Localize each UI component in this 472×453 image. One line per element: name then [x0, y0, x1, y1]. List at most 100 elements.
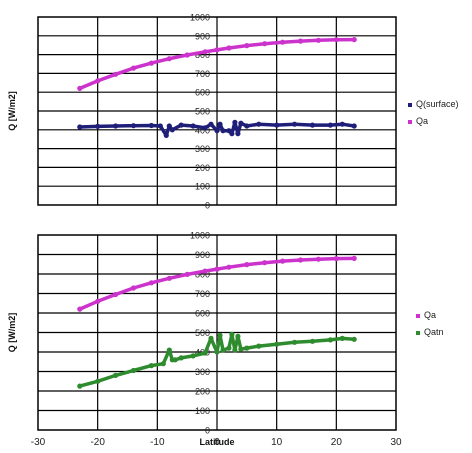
data-point: [113, 123, 119, 129]
data-point: [232, 347, 238, 353]
data-point: [229, 331, 235, 337]
data-point: [217, 121, 223, 127]
data-point: [232, 119, 238, 125]
y-axis-label: Q [W/m2]: [7, 91, 17, 131]
data-point: [130, 367, 137, 374]
data-point: [238, 120, 244, 126]
data-point: [262, 41, 268, 47]
x-tick-label: -30: [31, 437, 46, 448]
data-point: [229, 131, 235, 137]
x-tick-label: -20: [90, 437, 105, 448]
data-point: [202, 125, 208, 131]
data-point: [178, 122, 184, 128]
data-point: [148, 280, 154, 286]
data-point: [297, 257, 304, 263]
data-point: [148, 122, 154, 129]
data-point: [214, 266, 220, 272]
data-point: [351, 123, 357, 129]
data-point: [339, 121, 345, 127]
data-point: [190, 123, 196, 129]
data-point: [292, 339, 298, 345]
data-point: [208, 121, 214, 127]
y-tick-label: 300: [195, 367, 210, 377]
data-point: [166, 347, 172, 353]
y-tick-label: 600: [195, 309, 210, 319]
data-point: [244, 262, 250, 268]
y-tick-label: 900: [195, 31, 210, 41]
data-point: [274, 122, 280, 128]
data-point: [95, 123, 101, 129]
data-point: [244, 123, 250, 129]
data-point: [178, 355, 184, 361]
data-point: [130, 123, 137, 129]
series-2: Qa: [77, 37, 428, 126]
data-point: [77, 306, 83, 312]
data-point: [351, 255, 357, 261]
data-point: [202, 268, 208, 274]
data-point: [333, 37, 339, 43]
data-point: [235, 333, 241, 339]
legend-label: Qatn: [424, 327, 444, 337]
data-point: [309, 338, 316, 344]
data-point: [190, 353, 196, 359]
data-point: [148, 60, 154, 66]
data-point: [184, 52, 190, 58]
data-point: [226, 45, 232, 51]
y-tick-label: 600: [195, 88, 210, 98]
data-point: [77, 85, 83, 91]
y-tick-label: 0: [205, 201, 210, 211]
x-tick-label: 10: [271, 437, 283, 448]
data-point: [226, 264, 232, 270]
y-tick-label: 1000: [190, 231, 210, 241]
data-point: [226, 345, 232, 351]
y-tick-label: 900: [195, 250, 210, 260]
data-point: [95, 78, 101, 84]
data-point: [113, 291, 119, 298]
data-point: [214, 128, 220, 134]
legend-label: Qa: [416, 116, 428, 126]
data-point: [333, 256, 339, 262]
data-point: [172, 357, 178, 363]
data-point: [238, 346, 244, 352]
data-point: [244, 43, 250, 49]
legend-marker: [416, 331, 420, 335]
data-point: [214, 349, 220, 355]
x-tick-label: -10: [150, 437, 165, 448]
data-point: [220, 128, 226, 134]
data-point: [157, 123, 163, 129]
data-point: [339, 335, 345, 341]
y-tick-label: 400: [195, 125, 210, 135]
y-axis-label: Q [W/m2]: [7, 313, 17, 353]
data-point: [256, 121, 262, 127]
data-point: [208, 335, 214, 341]
x-tick-label: 20: [331, 437, 343, 448]
x-tick-label: 30: [390, 437, 402, 448]
y-tick-label: 0: [205, 426, 210, 436]
data-point: [202, 49, 208, 55]
y-tick-label: 200: [195, 387, 210, 397]
legend-marker: [408, 103, 412, 107]
data-point: [297, 38, 304, 44]
data-point: [202, 350, 208, 356]
data-point: [244, 345, 250, 351]
data-point: [235, 131, 241, 137]
x-axis-label: Latitude: [200, 437, 235, 447]
data-point: [214, 47, 220, 53]
y-tick-label: 100: [195, 182, 210, 192]
data-point: [315, 256, 321, 262]
data-point: [280, 258, 286, 264]
legend-label: Q(surface): [416, 99, 459, 109]
y-tick-label: 500: [195, 107, 210, 117]
data-point: [130, 285, 137, 291]
data-point: [148, 363, 154, 369]
chart-panel-1: 0 100 200 300 400 500 600 700 800 900 1000 Q [W/m2]…: [7, 13, 459, 211]
x-tick-label: 0: [214, 437, 220, 448]
data-point: [166, 275, 172, 281]
data-point: [113, 71, 119, 77]
data-point: [351, 37, 357, 43]
series-1: Q(surface): [77, 99, 459, 138]
series-1: Qa: [77, 255, 436, 320]
data-point: [95, 298, 101, 304]
